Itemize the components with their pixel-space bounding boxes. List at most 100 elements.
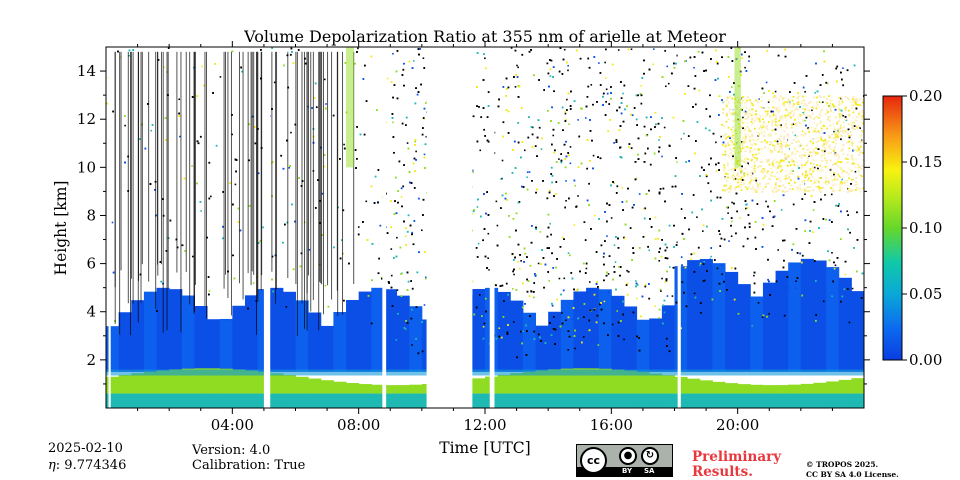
noise-pixel: [390, 81, 393, 83]
noise-pixel: [523, 247, 526, 250]
noise-pixel: [671, 185, 674, 188]
noise-pixel: [565, 118, 567, 121]
noise-pixel: [833, 267, 836, 270]
noise-pixel: [558, 277, 561, 280]
noise-pixel: [568, 335, 571, 338]
noise-pixel: [718, 114, 720, 116]
noise-pixel: [711, 298, 714, 301]
noise-pixel: [240, 66, 242, 69]
noise-pixel: [577, 317, 580, 320]
noise-pixel: [767, 278, 769, 281]
noise-pixel: [283, 64, 285, 67]
noise-pixel: [289, 165, 291, 167]
noise-pixel: [695, 298, 698, 300]
noise-pixel: [789, 91, 791, 93]
noise-pixel: [487, 257, 489, 260]
noise-pixel: [741, 179, 744, 181]
noise-pixel: [577, 166, 580, 168]
noise-pixel: [605, 274, 608, 277]
noise-pixel: [632, 252, 635, 254]
noise-pixel: [627, 270, 630, 273]
noise-pixel: [324, 107, 327, 110]
noise-pixel: [622, 313, 625, 316]
noise-pixel: [567, 252, 570, 254]
noise-pixel: [332, 114, 335, 117]
noise-pixel: [564, 206, 566, 209]
noise-pixel: [666, 257, 669, 260]
noise-pixel: [576, 49, 578, 52]
noise-pixel: [740, 108, 743, 111]
noise-pixel: [834, 108, 837, 111]
noise-pixel: [710, 247, 713, 249]
noise-pixel: [840, 138, 842, 141]
noise-pixel: [284, 223, 286, 226]
noise-pixel: [792, 123, 795, 126]
noise-pixel: [768, 280, 770, 283]
noise-pixel: [610, 97, 612, 100]
bl-cyan-column: [725, 393, 739, 408]
noise-pixel: [507, 86, 510, 89]
blue-column: [636, 319, 650, 372]
noise-pixel: [479, 294, 481, 296]
noise-pixel: [746, 237, 749, 240]
noise-pixel: [594, 214, 596, 217]
noise-pixel: [540, 340, 542, 342]
noise-pixel: [124, 124, 126, 127]
bl-cyan-column: [207, 393, 221, 408]
noise-pixel: [574, 184, 577, 187]
noise-pixel: [412, 162, 415, 165]
noise-pixel: [638, 349, 641, 352]
noise-pixel: [632, 247, 634, 249]
noise-pixel: [606, 271, 608, 274]
blue-column: [611, 295, 625, 372]
noise-pixel: [715, 141, 717, 144]
noise-pixel: [517, 66, 519, 69]
noise-pixel: [622, 92, 624, 95]
noise-pixel: [512, 270, 514, 273]
noise-pixel: [522, 186, 525, 188]
bl-cyan-column: [813, 393, 827, 408]
noise-pixel: [527, 280, 530, 282]
noise-pixel: [665, 279, 668, 282]
noise-pixel: [693, 271, 696, 273]
noise-pixel: [386, 77, 389, 80]
noise-pixel: [397, 312, 399, 315]
noise-pixel: [501, 177, 503, 180]
bl-green-column: [661, 375, 675, 394]
noise-pixel: [476, 52, 479, 54]
noise-pixel: [592, 167, 594, 170]
noise-pixel: [425, 135, 428, 138]
noise-pixel: [574, 347, 576, 350]
blue-column: [762, 282, 777, 372]
noise-pixel: [621, 187, 624, 189]
noise-pixel: [702, 230, 704, 232]
noise-pixel: [553, 195, 555, 197]
noise-pixel: [583, 303, 586, 305]
blue-column: [358, 291, 372, 372]
noise-pixel: [837, 205, 840, 207]
noise-pixel: [740, 53, 743, 56]
noise-pixel: [666, 270, 668, 273]
noise-pixel: [391, 113, 394, 115]
noise-pixel: [853, 247, 855, 249]
noise-pixel: [549, 75, 552, 77]
noise-pixel: [727, 212, 729, 214]
noise-pixel: [824, 194, 826, 196]
noise-pixel: [536, 155, 538, 157]
blue-column: [320, 325, 334, 372]
heatmap-area: [106, 47, 864, 408]
noise-pixel: [700, 311, 702, 314]
noise-pixel: [744, 110, 747, 113]
noise-pixel: [585, 105, 588, 108]
noise-pixel: [780, 124, 782, 127]
noise-pixel: [705, 175, 708, 178]
noise-pixel: [359, 133, 362, 136]
noise-pixel: [728, 240, 730, 242]
noise-pixel: [766, 50, 769, 52]
noise-pixel: [538, 126, 541, 129]
noise-pixel: [699, 262, 702, 265]
noise-pixel: [605, 100, 607, 103]
noise-pixel: [733, 202, 735, 205]
noise-pixel: [719, 233, 721, 235]
noise-pixel: [709, 94, 711, 97]
